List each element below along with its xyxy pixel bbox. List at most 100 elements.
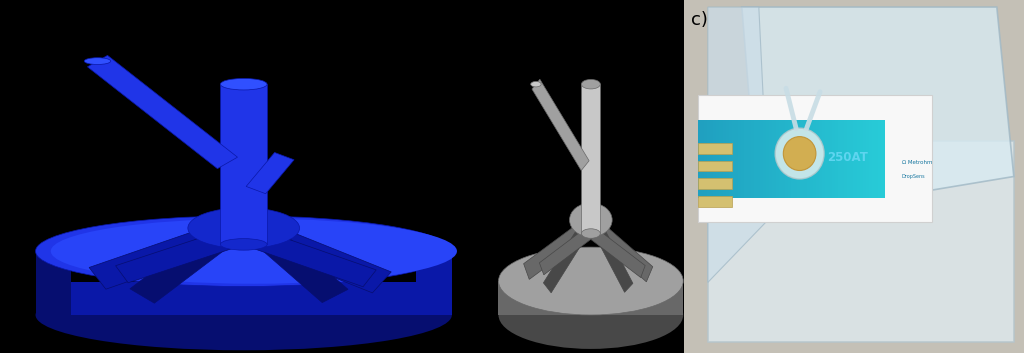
Polygon shape: [36, 251, 71, 315]
Polygon shape: [872, 120, 876, 198]
Ellipse shape: [36, 280, 452, 350]
Polygon shape: [723, 120, 726, 198]
Polygon shape: [744, 120, 748, 198]
Polygon shape: [760, 120, 763, 198]
Polygon shape: [781, 120, 784, 198]
Text: z: z: [326, 0, 332, 3]
Polygon shape: [220, 84, 267, 244]
Polygon shape: [697, 196, 731, 207]
Polygon shape: [853, 120, 856, 198]
Polygon shape: [769, 120, 772, 198]
Polygon shape: [807, 120, 810, 198]
Ellipse shape: [569, 203, 612, 237]
Ellipse shape: [220, 239, 267, 250]
Polygon shape: [766, 120, 769, 198]
Polygon shape: [593, 221, 652, 282]
Text: DropSens: DropSens: [901, 174, 926, 179]
Polygon shape: [726, 120, 729, 198]
Polygon shape: [713, 120, 717, 198]
Polygon shape: [720, 120, 723, 198]
Polygon shape: [130, 231, 231, 303]
Polygon shape: [788, 120, 792, 198]
Polygon shape: [850, 120, 853, 198]
Polygon shape: [708, 7, 769, 282]
Polygon shape: [775, 120, 778, 198]
Polygon shape: [804, 120, 807, 198]
Text: x: x: [289, 60, 296, 73]
Polygon shape: [729, 120, 732, 198]
Polygon shape: [816, 120, 819, 198]
Polygon shape: [697, 143, 731, 154]
Polygon shape: [741, 120, 744, 198]
Polygon shape: [879, 120, 882, 198]
Polygon shape: [876, 120, 879, 198]
Polygon shape: [801, 120, 804, 198]
Polygon shape: [778, 120, 781, 198]
Ellipse shape: [187, 208, 300, 249]
Ellipse shape: [84, 58, 111, 65]
Polygon shape: [227, 222, 376, 287]
Text: 2 mm: 2 mm: [242, 21, 276, 34]
Ellipse shape: [220, 78, 267, 90]
Polygon shape: [847, 120, 850, 198]
Ellipse shape: [582, 79, 600, 89]
Polygon shape: [751, 120, 754, 198]
Polygon shape: [831, 120, 835, 198]
Polygon shape: [841, 120, 844, 198]
Polygon shape: [697, 178, 731, 189]
Polygon shape: [795, 120, 798, 198]
Polygon shape: [708, 141, 1014, 342]
Ellipse shape: [582, 229, 600, 238]
Polygon shape: [732, 120, 735, 198]
Text: b): b): [480, 4, 499, 22]
Polygon shape: [738, 120, 741, 198]
Polygon shape: [697, 95, 932, 222]
Polygon shape: [819, 120, 822, 198]
Polygon shape: [784, 120, 788, 198]
Polygon shape: [869, 120, 872, 198]
Circle shape: [775, 128, 824, 179]
Polygon shape: [707, 120, 710, 198]
Polygon shape: [863, 120, 866, 198]
Polygon shape: [813, 120, 816, 198]
Polygon shape: [810, 120, 813, 198]
Polygon shape: [87, 55, 238, 169]
Polygon shape: [748, 120, 751, 198]
Circle shape: [783, 137, 816, 170]
Polygon shape: [757, 120, 760, 198]
Text: 250AT: 250AT: [826, 151, 867, 163]
Polygon shape: [828, 120, 831, 198]
Polygon shape: [584, 222, 645, 277]
Polygon shape: [866, 120, 869, 198]
Text: y: y: [374, 17, 381, 30]
Polygon shape: [700, 120, 703, 198]
Polygon shape: [116, 222, 260, 283]
Polygon shape: [703, 120, 707, 198]
Polygon shape: [36, 282, 452, 315]
Text: a): a): [6, 4, 25, 22]
Text: Ω Metrohm: Ω Metrohm: [901, 160, 932, 165]
Polygon shape: [246, 152, 294, 194]
Polygon shape: [735, 120, 738, 198]
Polygon shape: [798, 120, 801, 198]
Polygon shape: [741, 7, 1014, 219]
Polygon shape: [763, 120, 766, 198]
Polygon shape: [544, 228, 586, 293]
Polygon shape: [417, 251, 452, 315]
Ellipse shape: [51, 219, 457, 284]
Polygon shape: [717, 120, 720, 198]
Polygon shape: [684, 0, 1024, 353]
Polygon shape: [792, 120, 795, 198]
Polygon shape: [835, 120, 838, 198]
Polygon shape: [856, 120, 860, 198]
Ellipse shape: [499, 247, 683, 315]
Polygon shape: [255, 231, 348, 303]
Polygon shape: [882, 120, 885, 198]
Polygon shape: [825, 120, 828, 198]
Polygon shape: [251, 223, 391, 293]
Polygon shape: [582, 84, 600, 234]
Ellipse shape: [530, 82, 541, 87]
Ellipse shape: [36, 216, 452, 287]
Polygon shape: [89, 223, 236, 289]
Polygon shape: [710, 120, 713, 198]
